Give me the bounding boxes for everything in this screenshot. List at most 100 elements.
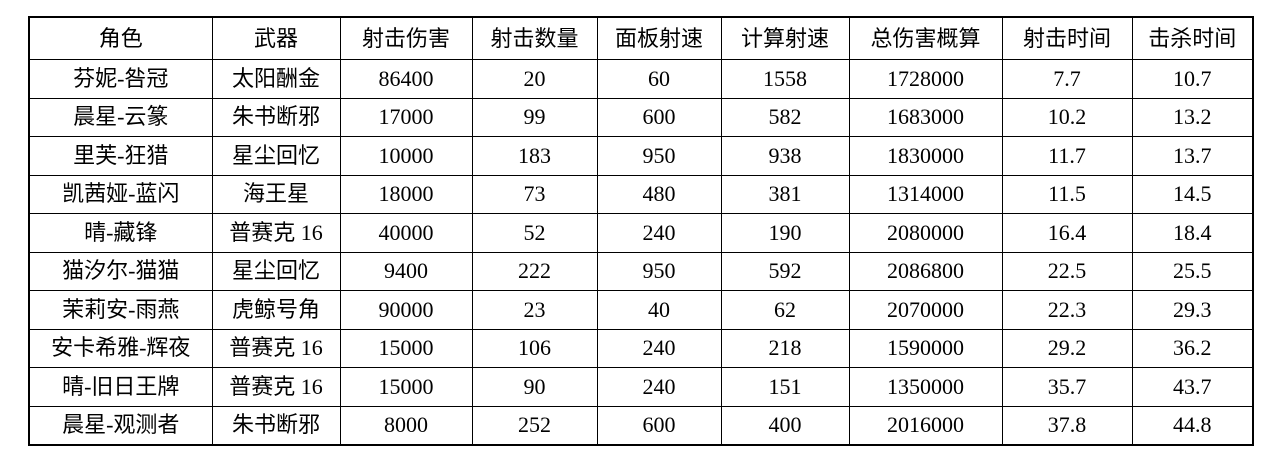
- table-cell: 222: [471, 251, 598, 291]
- table-cell: 10000: [339, 136, 473, 176]
- table-cell: 10.7: [1131, 59, 1254, 99]
- table-cell: 15000: [339, 367, 473, 407]
- table-row: 晨星-云篆 朱书断邪 17000 99 600 582 1683000 10.2 13.2: [28, 97, 1254, 137]
- table-row: 茉莉安-雨燕 虎鲸号角 90000 23 40 62 2070000 22.3 29.3: [28, 290, 1254, 330]
- table-cell: 茉莉安-雨燕: [28, 290, 213, 330]
- table-cell: 40: [596, 290, 722, 330]
- table-cell: 晴-藏锋: [28, 213, 213, 253]
- table-cell: 40000: [339, 213, 473, 253]
- table-cell: 朱书断邪: [211, 97, 341, 137]
- table-cell: 18.4: [1131, 213, 1254, 253]
- table-cell: 106: [471, 328, 598, 368]
- table-cell: 381: [720, 174, 850, 214]
- table-row: 芬妮-咎冠 太阳酬金 86400 20 60 1558 1728000 7.7 10.7: [28, 59, 1254, 99]
- table-cell: 太阳酬金: [211, 59, 341, 99]
- table-cell: 凯茜娅-蓝闪: [28, 174, 213, 214]
- table-cell: 1558: [720, 59, 850, 99]
- table-cell: 43.7: [1131, 367, 1254, 407]
- table-cell: 15000: [339, 328, 473, 368]
- table-cell: 2016000: [848, 405, 1003, 446]
- column-header-calc-firerate: 计算射速: [720, 16, 850, 60]
- table-cell: 600: [596, 405, 722, 446]
- column-header-total-damage: 总伤害概算: [848, 16, 1003, 60]
- table-cell: 950: [596, 251, 722, 291]
- table-cell: 虎鲸号角: [211, 290, 341, 330]
- table-cell: 22.3: [1001, 290, 1133, 330]
- table-cell: 11.5: [1001, 174, 1133, 214]
- table-cell: 安卡希雅-辉夜: [28, 328, 213, 368]
- table-cell: 晨星-观测者: [28, 405, 213, 446]
- table-row: 猫汐尔-猫猫 星尘回忆 9400 222 950 592 2086800 22.5 25.5: [28, 251, 1254, 291]
- table-cell: 35.7: [1001, 367, 1133, 407]
- table-cell: 36.2: [1131, 328, 1254, 368]
- table-cell: 1728000: [848, 59, 1003, 99]
- table-cell: 2070000: [848, 290, 1003, 330]
- table-cell: 582: [720, 97, 850, 137]
- table-cell: 1830000: [848, 136, 1003, 176]
- damage-table: 角色 武器 射击伤害 射击数量 面板射速 计算射速 总伤害概算 射击时间 击杀时…: [28, 16, 1254, 446]
- table-cell: 938: [720, 136, 850, 176]
- table-cell: 183: [471, 136, 598, 176]
- table-cell: 37.8: [1001, 405, 1133, 446]
- table-cell: 猫汐尔-猫猫: [28, 251, 213, 291]
- table-cell: 400: [720, 405, 850, 446]
- column-header-kill-time: 击杀时间: [1131, 16, 1254, 60]
- table-cell: 60: [596, 59, 722, 99]
- table-cell: 星尘回忆: [211, 136, 341, 176]
- table-cell: 星尘回忆: [211, 251, 341, 291]
- table-cell: 23: [471, 290, 598, 330]
- table-row: 晨星-观测者 朱书断邪 8000 252 600 400 2016000 37.8 44.8: [28, 405, 1254, 446]
- table-cell: 240: [596, 328, 722, 368]
- table-cell: 592: [720, 251, 850, 291]
- table-cell: 晴-旧日王牌: [28, 367, 213, 407]
- table-cell: 晨星-云篆: [28, 97, 213, 137]
- table-cell: 480: [596, 174, 722, 214]
- table-cell: 240: [596, 367, 722, 407]
- table-cell: 22.5: [1001, 251, 1133, 291]
- table-cell: 90000: [339, 290, 473, 330]
- table-cell: 10.2: [1001, 97, 1133, 137]
- table-cell: 73: [471, 174, 598, 214]
- table-cell: 950: [596, 136, 722, 176]
- column-header-shot-damage: 射击伤害: [339, 16, 473, 60]
- table-cell: 600: [596, 97, 722, 137]
- table-cell: 18000: [339, 174, 473, 214]
- column-header-character: 角色: [28, 16, 213, 60]
- table-cell: 里芙-狂猎: [28, 136, 213, 176]
- table-cell: 44.8: [1131, 405, 1254, 446]
- table-cell: 252: [471, 405, 598, 446]
- table-cell: 29.2: [1001, 328, 1133, 368]
- table-cell: 52: [471, 213, 598, 253]
- column-header-shot-time: 射击时间: [1001, 16, 1133, 60]
- damage-table-container: 角色 武器 射击伤害 射击数量 面板射速 计算射速 总伤害概算 射击时间 击杀时…: [28, 16, 1254, 446]
- table-header: 角色 武器 射击伤害 射击数量 面板射速 计算射速 总伤害概算 射击时间 击杀时…: [28, 16, 1254, 60]
- table-cell: 1350000: [848, 367, 1003, 407]
- table-cell: 99: [471, 97, 598, 137]
- table-cell: 90: [471, 367, 598, 407]
- column-header-weapon: 武器: [211, 16, 341, 60]
- table-cell: 240: [596, 213, 722, 253]
- table-cell: 13.2: [1131, 97, 1254, 137]
- table-cell: 14.5: [1131, 174, 1254, 214]
- table-cell: 普赛克 16: [211, 213, 341, 253]
- column-header-panel-firerate: 面板射速: [596, 16, 722, 60]
- table-cell: 13.7: [1131, 136, 1254, 176]
- table-cell: 62: [720, 290, 850, 330]
- table-cell: 25.5: [1131, 251, 1254, 291]
- table-cell: 9400: [339, 251, 473, 291]
- header-row: 角色 武器 射击伤害 射击数量 面板射速 计算射速 总伤害概算 射击时间 击杀时…: [28, 16, 1254, 60]
- table-cell: 151: [720, 367, 850, 407]
- table-row: 晴-旧日王牌 普赛克 16 15000 90 240 151 1350000 35.7 43.7: [28, 367, 1254, 407]
- table-cell: 芬妮-咎冠: [28, 59, 213, 99]
- table-cell: 普赛克 16: [211, 367, 341, 407]
- table-cell: 218: [720, 328, 850, 368]
- table-cell: 29.3: [1131, 290, 1254, 330]
- table-cell: 2080000: [848, 213, 1003, 253]
- table-cell: 7.7: [1001, 59, 1133, 99]
- table-body: 芬妮-咎冠 太阳酬金 86400 20 60 1558 1728000 7.7 10.7 晨星-云…: [28, 59, 1254, 446]
- table-row: 安卡希雅-辉夜 普赛克 16 15000 106 240 218 1590000 29.2 36…: [28, 328, 1254, 368]
- table-cell: 2086800: [848, 251, 1003, 291]
- column-header-shot-count: 射击数量: [471, 16, 598, 60]
- table-cell: 190: [720, 213, 850, 253]
- table-cell: 海王星: [211, 174, 341, 214]
